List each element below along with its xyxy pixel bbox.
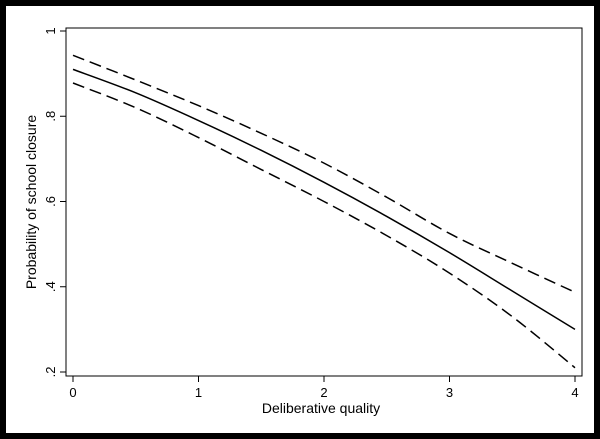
series-line-upper-bound [72, 54, 576, 293]
x-tick-label: 3 [446, 385, 453, 400]
x-tick-label: 2 [320, 385, 327, 400]
x-tick-label: 1 [195, 385, 202, 400]
x-tick-label: 4 [571, 385, 578, 400]
x-tick-label: 0 [69, 385, 76, 400]
chart-frame: 0 1 2 3 4 .2 .4 .6 .8 1 Deliberative quality Pro… [6, 6, 594, 433]
x-axis-title: Deliberative quality [262, 400, 380, 416]
line-chart: 0 1 2 3 4 .2 .4 .6 .8 1 Deliberative quality Pro… [23, 27, 583, 416]
series-line-estimate [72, 68, 576, 331]
y-tick-label: .2 [43, 367, 58, 378]
y-tick-label: .4 [43, 281, 58, 292]
series-layer [72, 54, 576, 369]
y-tick-label: .8 [43, 111, 58, 122]
y-tick-label: 1 [43, 27, 58, 34]
y-axis: .2 .4 .6 .8 1 [43, 27, 66, 377]
y-tick-label: .6 [43, 196, 58, 207]
series-line-lower-bound [72, 82, 576, 369]
y-axis-title: Probability of school closure [23, 115, 39, 290]
x-axis: 0 1 2 3 4 [69, 376, 579, 400]
